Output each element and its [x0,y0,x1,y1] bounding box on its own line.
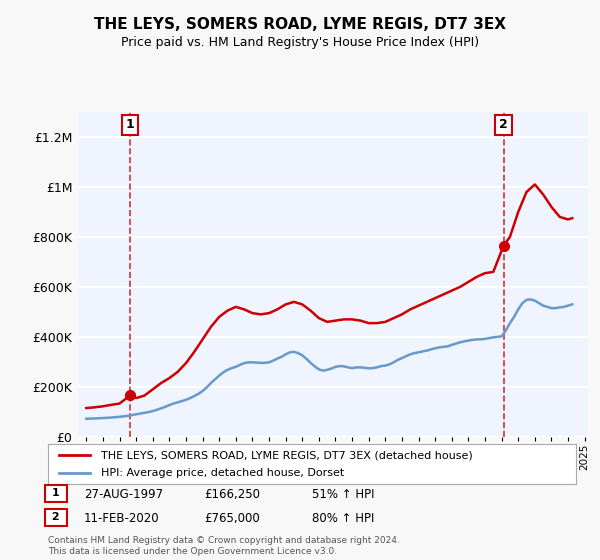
Text: Price paid vs. HM Land Registry's House Price Index (HPI): Price paid vs. HM Land Registry's House … [121,36,479,49]
Text: 2: 2 [48,512,64,522]
Text: £166,250: £166,250 [204,488,260,501]
Text: 80% ↑ HPI: 80% ↑ HPI [312,512,374,525]
Text: THE LEYS, SOMERS ROAD, LYME REGIS, DT7 3EX (detached house): THE LEYS, SOMERS ROAD, LYME REGIS, DT7 3… [101,450,473,460]
Text: 1: 1 [48,488,64,498]
Text: THE LEYS, SOMERS ROAD, LYME REGIS, DT7 3EX: THE LEYS, SOMERS ROAD, LYME REGIS, DT7 3… [94,17,506,32]
Text: 1: 1 [126,119,135,132]
Text: 51% ↑ HPI: 51% ↑ HPI [312,488,374,501]
Text: 2: 2 [499,119,508,132]
Text: HPI: Average price, detached house, Dorset: HPI: Average price, detached house, Dors… [101,468,344,478]
Text: 27-AUG-1997: 27-AUG-1997 [84,488,163,501]
Text: 11-FEB-2020: 11-FEB-2020 [84,512,160,525]
Text: Contains HM Land Registry data © Crown copyright and database right 2024.
This d: Contains HM Land Registry data © Crown c… [48,536,400,556]
Text: £765,000: £765,000 [204,512,260,525]
